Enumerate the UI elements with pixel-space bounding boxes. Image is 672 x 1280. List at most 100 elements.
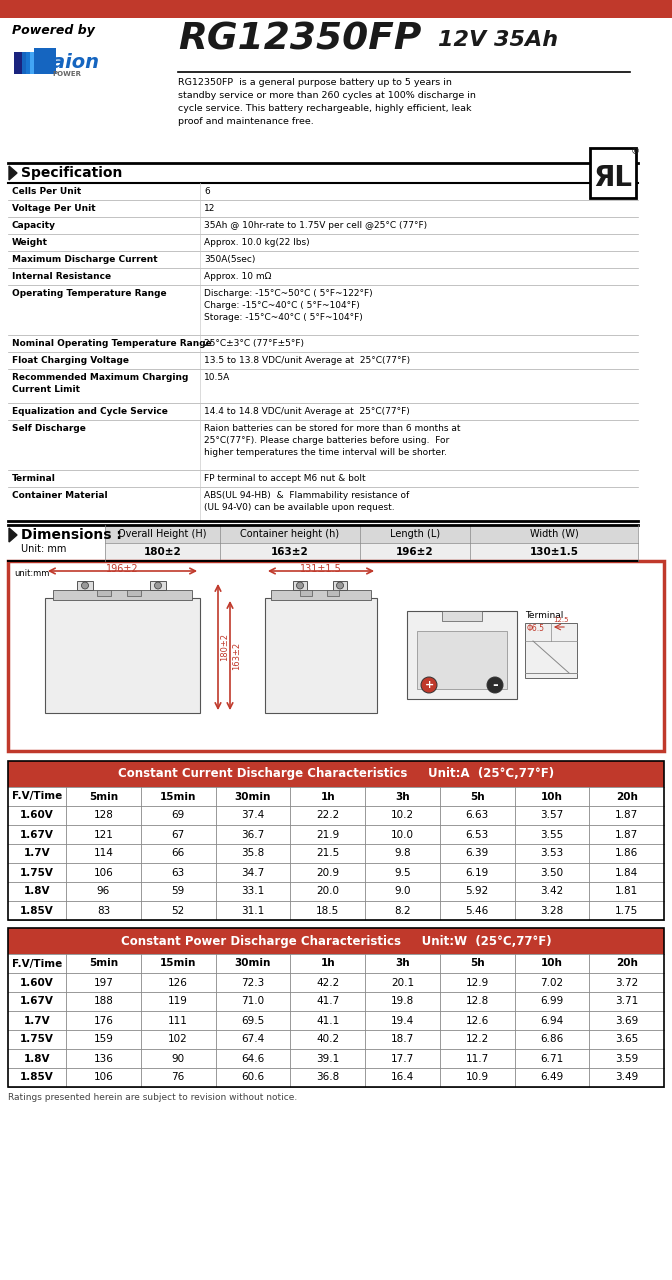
Text: 1.60V: 1.60V [20, 810, 54, 820]
Bar [8, 251, 638, 268]
Text: 16.4: 16.4 [390, 1073, 414, 1083]
Text: -: - [492, 678, 498, 692]
Text: 13.5 to 13.8 VDC/unit Average at  25°C(77°F): 13.5 to 13.8 VDC/unit Average at 25°C(77… [204, 356, 410, 365]
Text: Capacity: Capacity [12, 221, 56, 230]
Text: cycle service. This battery rechargeable, highly efficient, leak: cycle service. This battery rechargeable… [178, 104, 472, 113]
Text: (UL 94-V0) can be available upon request.: (UL 94-V0) can be available upon request… [204, 503, 394, 512]
Text: 21.5: 21.5 [316, 849, 339, 859]
Text: Unit: mm: Unit: mm [21, 544, 67, 554]
Bar [8, 973, 664, 992]
Text: Raion batteries can be stored for more than 6 months at: Raion batteries can be stored for more t… [204, 424, 460, 433]
Bar [8, 1030, 664, 1050]
Text: 42.2: 42.2 [316, 978, 339, 987]
Text: Approx. 10 mΩ: Approx. 10 mΩ [204, 271, 271, 282]
Text: 1.8V: 1.8V [24, 887, 50, 896]
Text: F.V/Time: F.V/Time [12, 791, 62, 801]
Text: 10.9: 10.9 [466, 1073, 489, 1083]
Text: 106: 106 [93, 868, 114, 878]
Text: 196±2: 196±2 [106, 564, 138, 573]
Bar [8, 787, 664, 806]
Text: Nominal Operating Temperature Range: Nominal Operating Temperature Range [12, 339, 212, 348]
Bar [8, 352, 638, 369]
Text: 12: 12 [204, 204, 215, 212]
Text: Overall Height (H): Overall Height (H) [118, 529, 207, 539]
Bar [77, 581, 93, 590]
Text: 197: 197 [93, 978, 114, 987]
Bar [8, 218, 638, 234]
Text: 10h: 10h [541, 959, 563, 969]
Text: 20.9: 20.9 [316, 868, 339, 878]
Text: 17.7: 17.7 [390, 1053, 414, 1064]
Text: 1.8V: 1.8V [24, 1053, 50, 1064]
Text: 31.1: 31.1 [241, 905, 265, 915]
Text: 9.0: 9.0 [394, 887, 411, 896]
Text: 6.39: 6.39 [466, 849, 489, 859]
Text: 3.28: 3.28 [540, 905, 564, 915]
Text: +: + [425, 680, 433, 690]
Text: 111: 111 [168, 1015, 188, 1025]
Bar [0, 18, 672, 163]
Bar [8, 335, 638, 352]
Text: 30min: 30min [235, 959, 271, 969]
Text: Specification: Specification [21, 166, 122, 180]
Text: Powered by: Powered by [12, 24, 95, 37]
Bar [590, 148, 636, 198]
Circle shape [155, 582, 161, 589]
Text: 37.4: 37.4 [241, 810, 265, 820]
Text: 1.75V: 1.75V [20, 1034, 54, 1044]
Text: 90: 90 [171, 1053, 185, 1064]
Text: 3.59: 3.59 [615, 1053, 638, 1064]
Circle shape [421, 677, 437, 692]
Bar [8, 561, 664, 751]
Text: 12.2: 12.2 [466, 1034, 489, 1044]
Text: 1.7V: 1.7V [24, 849, 50, 859]
Bar [8, 420, 638, 470]
Text: 25°C(77°F). Please charge batteries before using.  For: 25°C(77°F). Please charge batteries befo… [204, 436, 450, 445]
Text: 6.63: 6.63 [466, 810, 489, 820]
Text: 10.2: 10.2 [391, 810, 414, 820]
Text: 67.4: 67.4 [241, 1034, 265, 1044]
Text: 102: 102 [168, 1034, 188, 1044]
Text: 1.75V: 1.75V [20, 868, 54, 878]
Text: 196±2: 196±2 [396, 547, 434, 557]
Bar [8, 183, 638, 200]
Bar [97, 590, 111, 596]
Bar [8, 863, 664, 882]
Text: 12.6: 12.6 [466, 1015, 489, 1025]
Bar [0, 0, 672, 18]
Text: RG12350FP: RG12350FP [178, 22, 421, 58]
Bar [8, 901, 664, 920]
Bar [8, 806, 664, 826]
Text: 30min: 30min [235, 791, 271, 801]
Text: Container height (h): Container height (h) [241, 529, 339, 539]
Text: 163±2: 163±2 [271, 547, 309, 557]
Text: 1.60V: 1.60V [20, 978, 54, 987]
Text: 41.1: 41.1 [316, 1015, 339, 1025]
Text: Cells Per Unit: Cells Per Unit [12, 187, 81, 196]
Text: 1.87: 1.87 [615, 829, 638, 840]
Text: 7.02: 7.02 [540, 978, 563, 987]
Circle shape [487, 677, 503, 692]
Text: 52: 52 [171, 905, 185, 915]
Text: POWER: POWER [52, 70, 81, 77]
Text: ЯL: ЯL [593, 164, 632, 192]
Circle shape [81, 582, 89, 589]
Text: Maximum Discharge Current: Maximum Discharge Current [12, 255, 158, 264]
Text: 6.71: 6.71 [540, 1053, 564, 1064]
Text: 6.99: 6.99 [540, 997, 564, 1006]
Bar [293, 581, 307, 590]
Text: 6.94: 6.94 [540, 1015, 564, 1025]
Bar [327, 590, 339, 596]
Text: 176: 176 [93, 1015, 114, 1025]
Bar [525, 623, 577, 678]
Text: higher temperatures the time interval will be shorter.: higher temperatures the time interval wi… [204, 448, 447, 457]
Text: 10h: 10h [541, 791, 563, 801]
Bar [45, 598, 200, 713]
Text: 39.1: 39.1 [316, 1053, 339, 1064]
Text: 22.2: 22.2 [316, 810, 339, 820]
Text: 126: 126 [168, 978, 188, 987]
Bar [8, 486, 638, 521]
Bar [8, 844, 664, 863]
Text: Length (L): Length (L) [390, 529, 440, 539]
Bar [8, 268, 638, 285]
